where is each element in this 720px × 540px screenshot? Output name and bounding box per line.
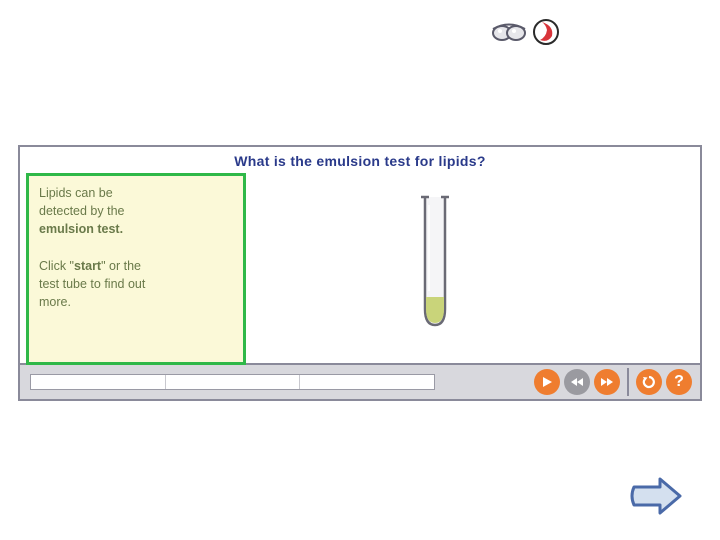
restart-button[interactable] (636, 369, 662, 395)
progress-track[interactable] (30, 374, 435, 390)
flash-icon (532, 18, 560, 51)
lesson-panel: What is the emulsion test for lipids? Li… (18, 145, 702, 365)
instruction-box: Lipids can be detected by the emulsion t… (26, 173, 246, 365)
rewind-button[interactable] (564, 369, 590, 395)
control-buttons: ? (534, 368, 692, 396)
instruction-line: Click "start" or the test tube to find o… (39, 257, 233, 311)
goggles-icon (490, 19, 528, 50)
help-button[interactable]: ? (666, 369, 692, 395)
progress-segment (166, 375, 301, 389)
content-area: Lipids can be detected by the emulsion t… (20, 173, 700, 348)
control-bar: ? (18, 365, 702, 401)
progress-segment (300, 375, 434, 389)
instruction-line: Lipids can be detected by the emulsion t… (39, 184, 233, 238)
forward-button[interactable] (594, 369, 620, 395)
test-tube[interactable] (415, 191, 455, 336)
next-arrow-button[interactable] (630, 475, 684, 522)
progress-segment (31, 375, 166, 389)
header-icons (490, 18, 560, 51)
play-button[interactable] (534, 369, 560, 395)
divider (627, 368, 629, 396)
panel-title: What is the emulsion test for lipids? (20, 147, 700, 173)
